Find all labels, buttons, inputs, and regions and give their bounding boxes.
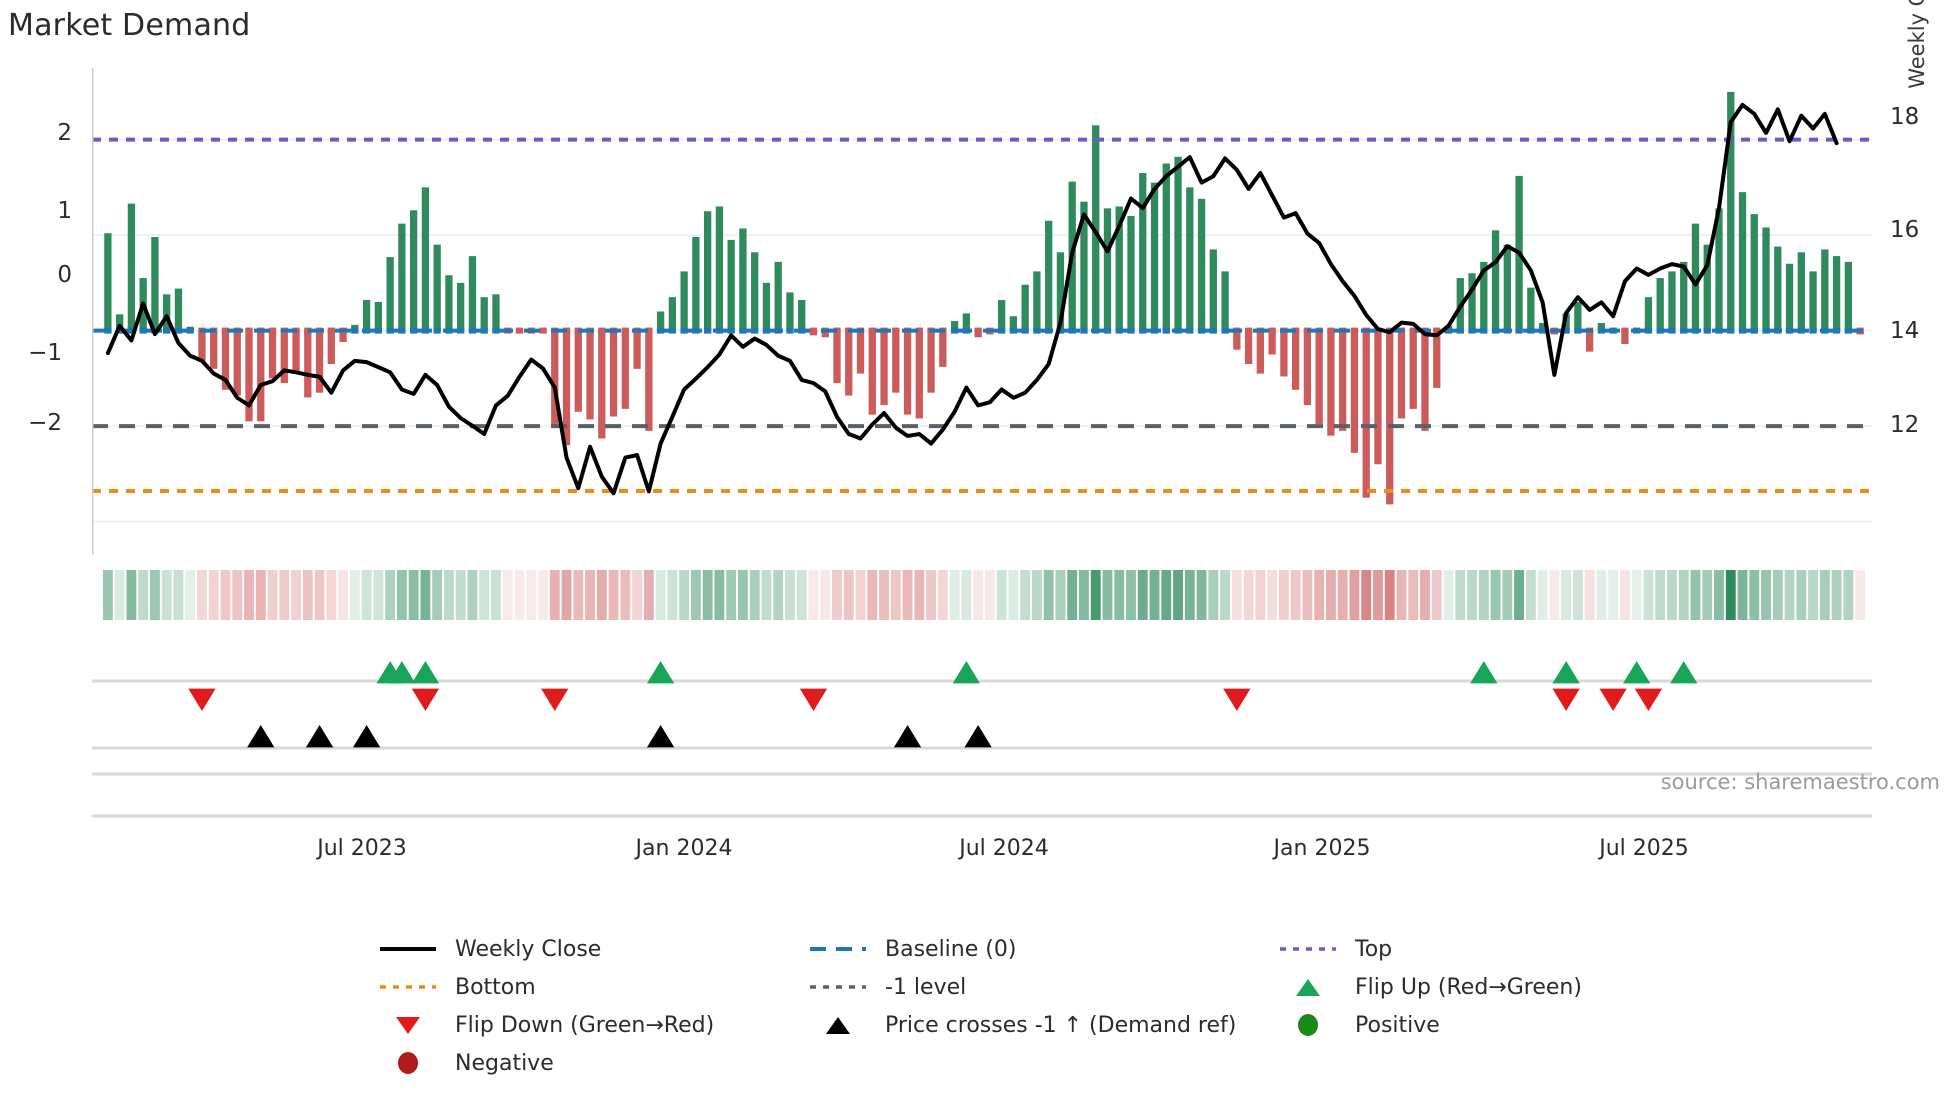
legend-item-price-crosses-minus-one[interactable]: Price crosses -1 ↑ (Demand ref) <box>805 1012 1275 1038</box>
x-tick-jul-2023: Jul 2023 <box>317 836 407 861</box>
y-tick-left-1: 1 <box>57 198 72 224</box>
y-tick-right-2: 14 <box>1890 318 1920 344</box>
legend-label: Flip Up (Red→Green) <box>1355 974 1582 1000</box>
lower-baseline-panel <box>92 754 1872 820</box>
marker-svg <box>92 661 1872 750</box>
dotted-line-icon <box>805 974 871 1000</box>
circle-icon <box>1275 1012 1341 1038</box>
main-chart-plot <box>92 68 1872 555</box>
y-tick-left-0: 2 <box>57 120 72 146</box>
chart-legend: Weekly Close Baseline (0) Top Bottom -1 … <box>375 930 1675 1082</box>
legend-item-weekly-close[interactable]: Weekly Close <box>375 936 805 962</box>
legend-item-top[interactable]: Top <box>1275 936 1675 962</box>
demand-heatmap-strip <box>92 570 1872 620</box>
legend-item-bottom[interactable]: Bottom <box>375 974 805 1000</box>
legend-label: Top <box>1355 936 1393 962</box>
legend-label: Bottom <box>455 974 536 1000</box>
heatmap-svg <box>102 570 1866 620</box>
y-tick-left-2: 0 <box>57 262 72 288</box>
triangle-up-icon <box>805 1012 871 1038</box>
x-tick-jan-2024: Jan 2024 <box>635 836 733 861</box>
y-tick-right-1: 16 <box>1890 217 1920 243</box>
legend-item-positive[interactable]: Positive <box>1275 1012 1675 1038</box>
legend-item-minus-one-level[interactable]: -1 level <box>805 974 1275 1000</box>
solid-line-icon <box>375 936 441 962</box>
source-note: source: sharemaestro.com <box>1660 770 1940 794</box>
x-tick-jul-2024: Jul 2024 <box>959 836 1049 861</box>
triangle-up-icon <box>1275 974 1341 1000</box>
legend-item-baseline[interactable]: Baseline (0) <box>805 936 1275 962</box>
y-tick-right-0: 18 <box>1890 104 1920 130</box>
legend-label: Positive <box>1355 1012 1440 1038</box>
flip-marker-panel <box>92 634 1872 754</box>
x-tick-jan-2025: Jan 2025 <box>1273 836 1371 861</box>
dashed-line-icon <box>805 936 871 962</box>
legend-item-negative[interactable]: Negative <box>375 1050 805 1076</box>
legend-label: Flip Down (Green→Red) <box>455 1012 715 1038</box>
y-tick-left-4: −2 <box>28 410 62 436</box>
triangle-down-icon <box>375 1012 441 1038</box>
baseline-svg <box>92 772 1872 818</box>
legend-label: -1 level <box>885 974 967 1000</box>
main-chart-svg <box>92 68 1872 555</box>
y-tick-left-3: −1 <box>28 340 62 366</box>
x-tick-jul-2025: Jul 2025 <box>1599 836 1689 861</box>
legend-label: Weekly Close <box>455 936 602 962</box>
legend-label: Baseline (0) <box>885 936 1017 962</box>
legend-item-flip-down[interactable]: Flip Down (Green→Red) <box>375 1012 805 1038</box>
legend-label: Price crosses -1 ↑ (Demand ref) <box>885 1012 1237 1038</box>
page-title: Market Demand <box>8 8 251 43</box>
circle-icon <box>375 1050 441 1076</box>
legend-label: Negative <box>455 1050 554 1076</box>
dotted-line-icon <box>1275 936 1341 962</box>
legend-item-flip-up[interactable]: Flip Up (Red→Green) <box>1275 974 1675 1000</box>
y-tick-right-3: 12 <box>1890 412 1920 438</box>
dotted-line-icon <box>375 974 441 1000</box>
